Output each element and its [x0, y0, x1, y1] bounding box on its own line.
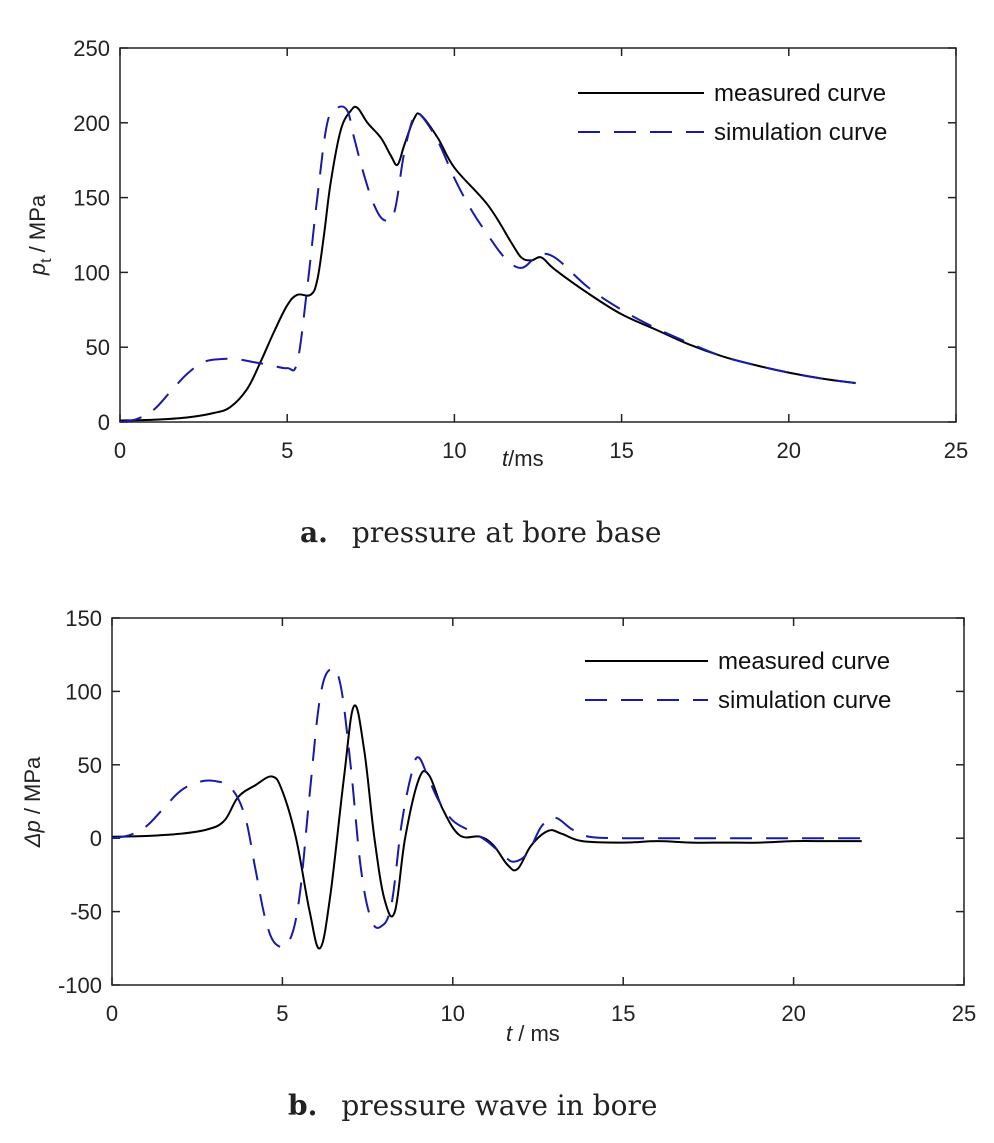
panel-b-xtick-label: 0: [106, 1001, 118, 1026]
panel-a-xlabel-var: t: [502, 446, 509, 471]
panel-b-ylabel-var: Δp: [20, 820, 45, 848]
panel-a-series: [119, 105, 856, 423]
panel-b-xlabel: t / ms: [506, 1021, 560, 1046]
panel-a-ytick-label: 150: [73, 186, 110, 211]
panel-a-legend-measured-label: measured curve: [714, 80, 886, 107]
panel-a-ytick-label: 0: [98, 410, 110, 435]
panel-a-series-simulation-line: [119, 105, 856, 423]
panel-b-ytick-label: 150: [65, 606, 102, 631]
panel-b-caption-text: pressure wave in bore: [341, 1089, 657, 1122]
panel-b-legend: measured curve simulation curve: [585, 648, 891, 714]
panel-a-ylabel-sub: t: [38, 258, 55, 263]
panel-a-ytick-label: 100: [73, 260, 110, 285]
panel-a-legend: measured curve simulation curve: [578, 80, 887, 146]
panel-b-caption-letter: b.: [288, 1089, 317, 1122]
panel-a-xlabel-unit: /ms: [508, 446, 543, 471]
panel-a-ytick-label: 250: [73, 36, 110, 61]
panel-b-xtick-label: 15: [611, 1001, 635, 1026]
panel-a-caption: a. pressure at bore base: [300, 516, 661, 549]
panel-a-legend-simulation-label: simulation curve: [714, 119, 887, 146]
panel-b-ytick-label: 50: [78, 753, 102, 778]
panel-a-plot-area: [119, 47, 957, 423]
panel-b-series-simulation-line: [111, 667, 862, 949]
panel-a-xtick-label: 0: [114, 438, 126, 463]
panel-a-xtick-label: 5: [281, 438, 293, 463]
panel-b-legend-measured-label: measured curve: [718, 648, 890, 675]
panel-a-caption-letter: a.: [300, 516, 328, 549]
panel-a-xtick-label: 15: [609, 438, 633, 463]
panel-b-xlabel-unit: / ms: [512, 1021, 560, 1046]
panel-b-legend-simulation-label: simulation curve: [718, 687, 891, 714]
panel-a-caption-text: pressure at bore base: [352, 516, 662, 549]
panel-a-ylabel-unit: / MPa: [25, 194, 50, 258]
panel-b-series-measured-line: [111, 704, 862, 950]
panel-a-xtick-label: 20: [777, 438, 801, 463]
panel-b: 0 5 10 15 20 25 -100 -50 0 50 100 150 measured curv…: [20, 606, 976, 1122]
panel-b-caption: b. pressure wave in bore: [288, 1089, 657, 1122]
panel-a-ylabel: pt / MPa: [25, 194, 55, 276]
panel-b-xlabel-var: t: [506, 1021, 513, 1046]
panel-b-plot-area: [111, 617, 965, 986]
panel-b-ytick-label: -100: [58, 973, 102, 998]
panel-a-xtick-label: 10: [442, 438, 466, 463]
panel-b-ylabel: Δp / MPa: [20, 756, 45, 848]
panel-a-xlabel: t/ms: [502, 446, 544, 471]
panel-a-xtick-label: 25: [944, 438, 968, 463]
panel-b-xtick-label: 25: [952, 1001, 976, 1026]
panel-a-ytick-label: 200: [73, 111, 110, 136]
panel-b-series: [111, 667, 862, 950]
panel-b-ytick-label: 100: [65, 679, 102, 704]
panel-b-ticks: 0 5 10 15 20 25 -100 -50 0 50 100 150: [58, 606, 976, 1026]
panel-a-ytick-label: 50: [86, 335, 110, 360]
panel-b-ylabel-unit: / MPa: [20, 756, 45, 820]
panel-b-xtick-label: 5: [276, 1001, 288, 1026]
panel-b-ytick-label: 0: [90, 826, 102, 851]
panel-b-xtick-label: 20: [781, 1001, 805, 1026]
panel-b-xtick-label: 10: [441, 1001, 465, 1026]
panel-a-series-measured-line: [119, 105, 856, 422]
panel-a-ylabel-var: p: [25, 263, 50, 276]
panel-b-ytick-label: -50: [70, 900, 102, 925]
